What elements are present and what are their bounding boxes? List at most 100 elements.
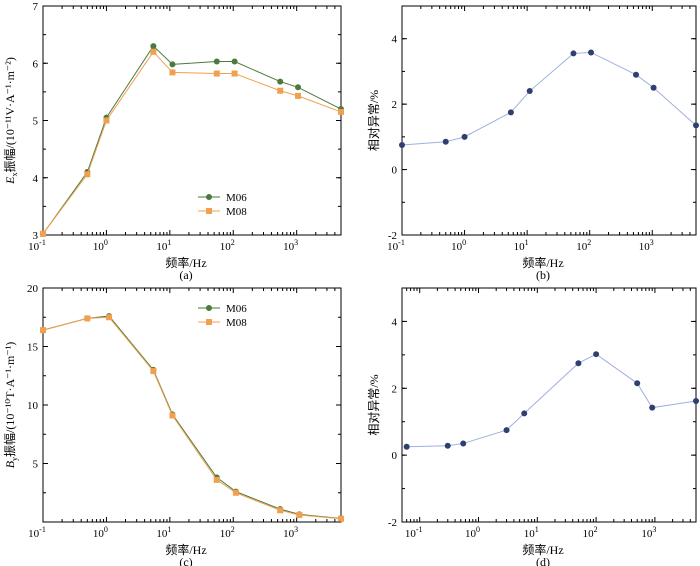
y-tick-label: 5: [33, 116, 39, 128]
x-tick-label: 100: [451, 238, 466, 253]
x-tick-label: 103: [641, 525, 656, 540]
x-tick-label: 10-1: [387, 238, 405, 253]
x-tick-label: 100: [465, 525, 480, 540]
y-tick-label: 4: [392, 316, 398, 328]
data-point: [507, 109, 514, 116]
data-point: [593, 351, 600, 358]
x-axis-label: 频率/Hz: [165, 255, 206, 270]
data-point: [40, 327, 46, 334]
y-tick-label: 2: [392, 383, 398, 395]
legend-label: M08: [226, 317, 247, 329]
panel-label: (a): [179, 268, 192, 282]
data-point: [693, 122, 699, 129]
data-point: [84, 171, 91, 178]
plot-frame: [401, 5, 697, 236]
panel-d: 10-1 100 101 102 103 -2 0 2 4 频率/Hz(d) 相对异常/%: [367, 287, 699, 566]
x-tick-label: 103: [283, 238, 298, 253]
y-axis-label: Ex振幅/(10⁻¹¹V·A⁻¹·m⁻²): [2, 57, 19, 185]
x-tick-label: 10-1: [28, 238, 46, 253]
plot-frame: [42, 287, 342, 523]
x-tick-label: 102: [583, 525, 598, 540]
x-tick-label: 102: [220, 525, 235, 540]
data-point: [444, 442, 451, 449]
series-line-relative-anomaly: [401, 51, 697, 146]
data-point: [403, 443, 410, 450]
legend-swatch-marker: [206, 305, 212, 311]
data-point: [277, 87, 284, 94]
data-point: [103, 117, 110, 124]
data-point: [277, 507, 284, 514]
data-point: [296, 511, 303, 518]
x-tick-label: 100: [93, 525, 108, 540]
y-axis-label: 相对异常/%: [367, 374, 381, 435]
panel-c: 10-1 100 101 102 103 5 10 15 20 频率/Hz(c) By振幅/(10⁻…: [2, 283, 344, 566]
x-tick-label: 103: [639, 238, 654, 253]
data-point: [649, 404, 656, 411]
panel-label: (d): [536, 555, 550, 566]
x-tick-label: 10-1: [405, 525, 423, 540]
plot-frame: [42, 5, 342, 236]
y-tick-label: 2: [392, 99, 398, 111]
data-point: [338, 515, 344, 522]
x-tick-label: 102: [220, 238, 235, 253]
y-tick-label: 4: [33, 173, 39, 185]
legend-label: M08: [226, 206, 247, 218]
data-point: [526, 88, 533, 95]
legend-swatch-marker: [206, 319, 212, 325]
x-tick-label: 101: [514, 238, 529, 253]
y-tick-label: 3: [33, 230, 39, 242]
y-tick-label: 15: [27, 342, 39, 354]
plot-frame: [401, 287, 697, 523]
series-line-relative-anomaly: [406, 353, 697, 448]
x-axis-label: 频率/Hz: [522, 255, 563, 270]
data-point: [460, 440, 467, 447]
series-line-m08: [42, 316, 342, 520]
y-axis-label: By振幅/(10⁻¹⁰T·A⁻¹·m⁻¹): [2, 342, 19, 469]
data-point: [399, 142, 405, 149]
data-point: [231, 70, 238, 77]
data-point: [442, 138, 449, 145]
data-point: [213, 58, 220, 65]
data-point: [213, 476, 220, 483]
y-tick-label: 10: [27, 400, 39, 412]
y-tick-label: 5: [33, 459, 39, 471]
legend-label: M06: [226, 192, 247, 204]
x-tick-label: 101: [524, 525, 539, 540]
y-tick-label: 20: [27, 283, 39, 295]
data-point: [106, 314, 113, 321]
data-point: [169, 61, 176, 68]
data-point: [150, 48, 157, 55]
x-tick-label: 10-1: [28, 525, 46, 540]
data-point: [40, 230, 46, 237]
data-point: [503, 427, 510, 434]
data-point: [84, 315, 91, 322]
data-point: [231, 58, 238, 65]
data-point: [588, 49, 595, 56]
data-point: [169, 412, 176, 419]
y-tick-label: 4: [392, 34, 398, 46]
data-point: [521, 410, 528, 417]
y-tick-label: -2: [388, 517, 397, 529]
data-point: [295, 92, 302, 99]
y-tick-label: -2: [388, 230, 397, 242]
y-tick-label: 7: [33, 1, 39, 13]
data-point: [232, 489, 239, 496]
panel-label: (c): [179, 555, 192, 566]
data-point: [295, 84, 302, 91]
data-point: [633, 71, 640, 78]
data-point: [277, 78, 284, 85]
y-tick-label: 6: [33, 58, 39, 70]
series-line-m06: [42, 45, 342, 235]
legend-swatch-marker: [206, 208, 212, 214]
panel-b: 10-1 100 101 102 103 -2 0 2 4 频率/Hz(b) 相对异常/%: [367, 5, 699, 282]
x-tick-label: 102: [576, 238, 591, 253]
data-point: [338, 108, 344, 115]
data-point: [693, 397, 699, 404]
data-point: [650, 84, 657, 91]
data-point: [570, 50, 577, 57]
y-tick-label: 0: [392, 450, 398, 462]
legend-swatch-marker: [206, 194, 212, 200]
x-tick-label: 101: [156, 238, 171, 253]
data-point: [634, 380, 641, 387]
